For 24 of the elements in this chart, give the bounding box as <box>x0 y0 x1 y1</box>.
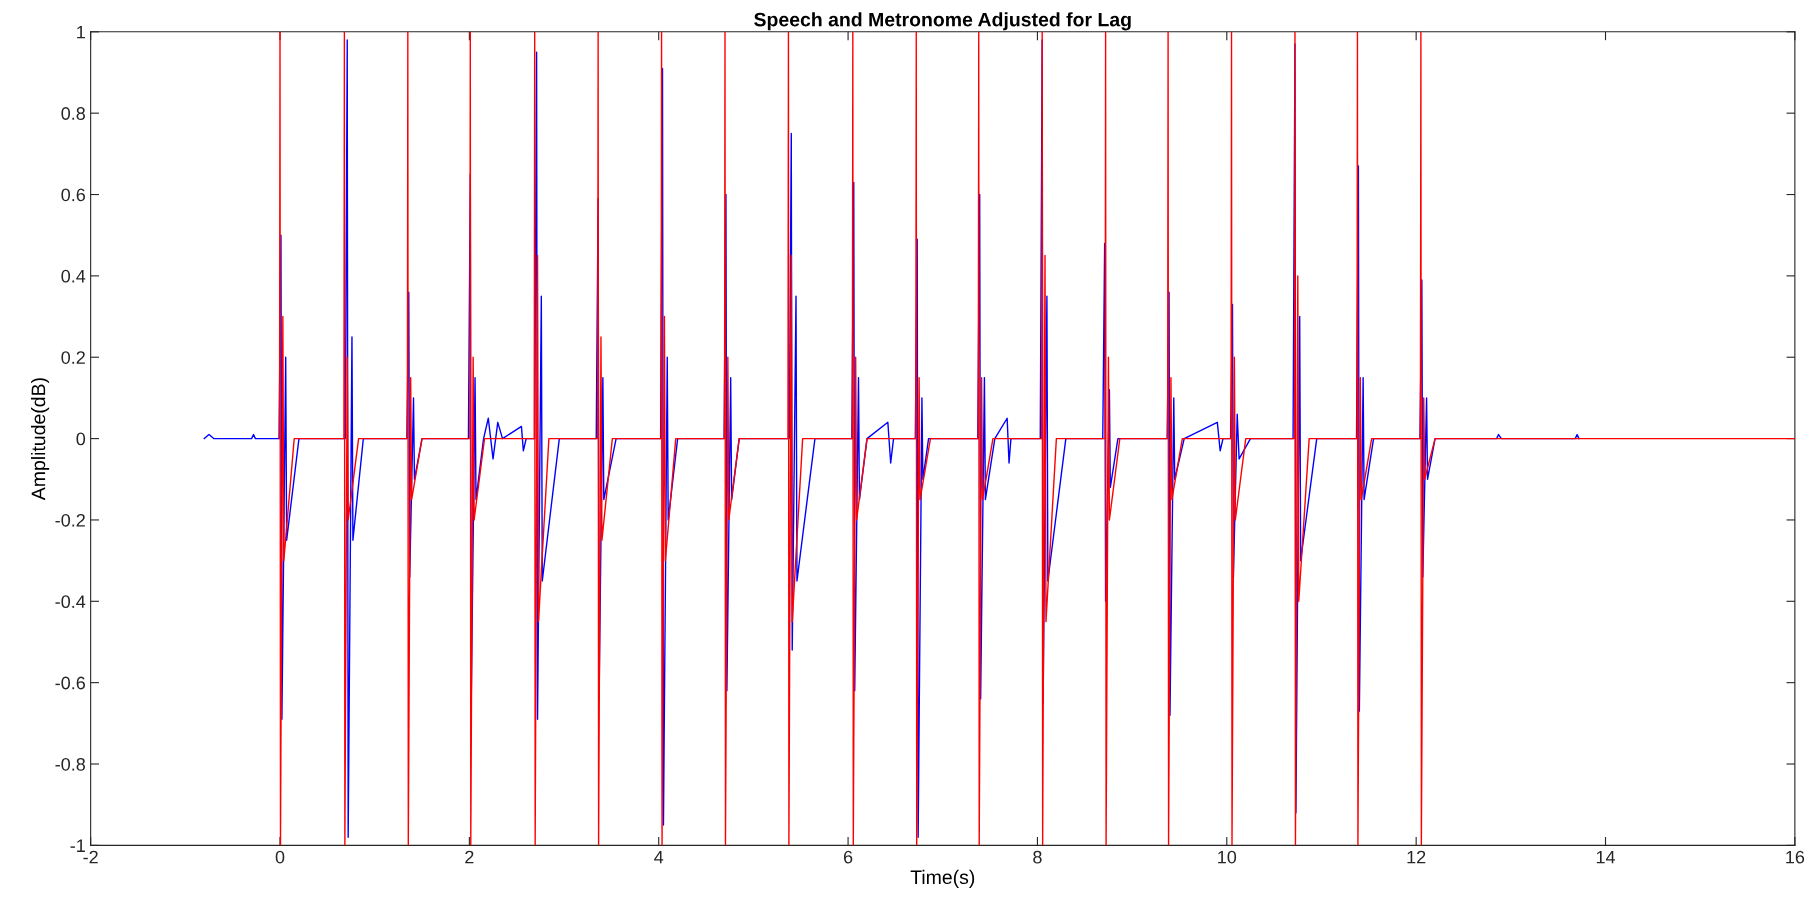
x-tick-label: 6 <box>843 850 853 864</box>
x-tick-label: 14 <box>1596 850 1616 864</box>
y-tick-label: 0.2 <box>61 351 85 364</box>
y-tick-label: 1 <box>77 25 85 39</box>
chart-title: Speech and Metronome Adjusted for Lag <box>754 12 1131 31</box>
y-tick-label: -1 <box>70 839 85 852</box>
x-tick-label: -2 <box>83 850 98 864</box>
x-tick-label: 12 <box>1407 850 1426 864</box>
x-tick-label: 4 <box>654 850 664 864</box>
y-tick-label: -0.6 <box>55 676 85 690</box>
y-tick-label: 0 <box>76 432 86 446</box>
y-tick-label: 0.8 <box>61 107 86 120</box>
x-tick-label: 2 <box>465 850 474 864</box>
y-tick-label: 0.4 <box>61 269 86 283</box>
x-tick-label: 8 <box>1033 850 1042 864</box>
x-tick-label: 10 <box>1218 850 1237 864</box>
y-tick-label: -0.4 <box>55 595 86 609</box>
x-tick-label: 16 <box>1786 850 1805 864</box>
y-tick-label: -0.8 <box>55 757 86 771</box>
y-tick-label: -0.2 <box>55 513 85 527</box>
x-axis-title: Time(s) <box>910 869 975 888</box>
x-tick-label: 0 <box>275 850 285 864</box>
y-axis-title: Amplitude(dB) <box>31 378 50 501</box>
y-tick-label: 0.6 <box>61 188 85 202</box>
